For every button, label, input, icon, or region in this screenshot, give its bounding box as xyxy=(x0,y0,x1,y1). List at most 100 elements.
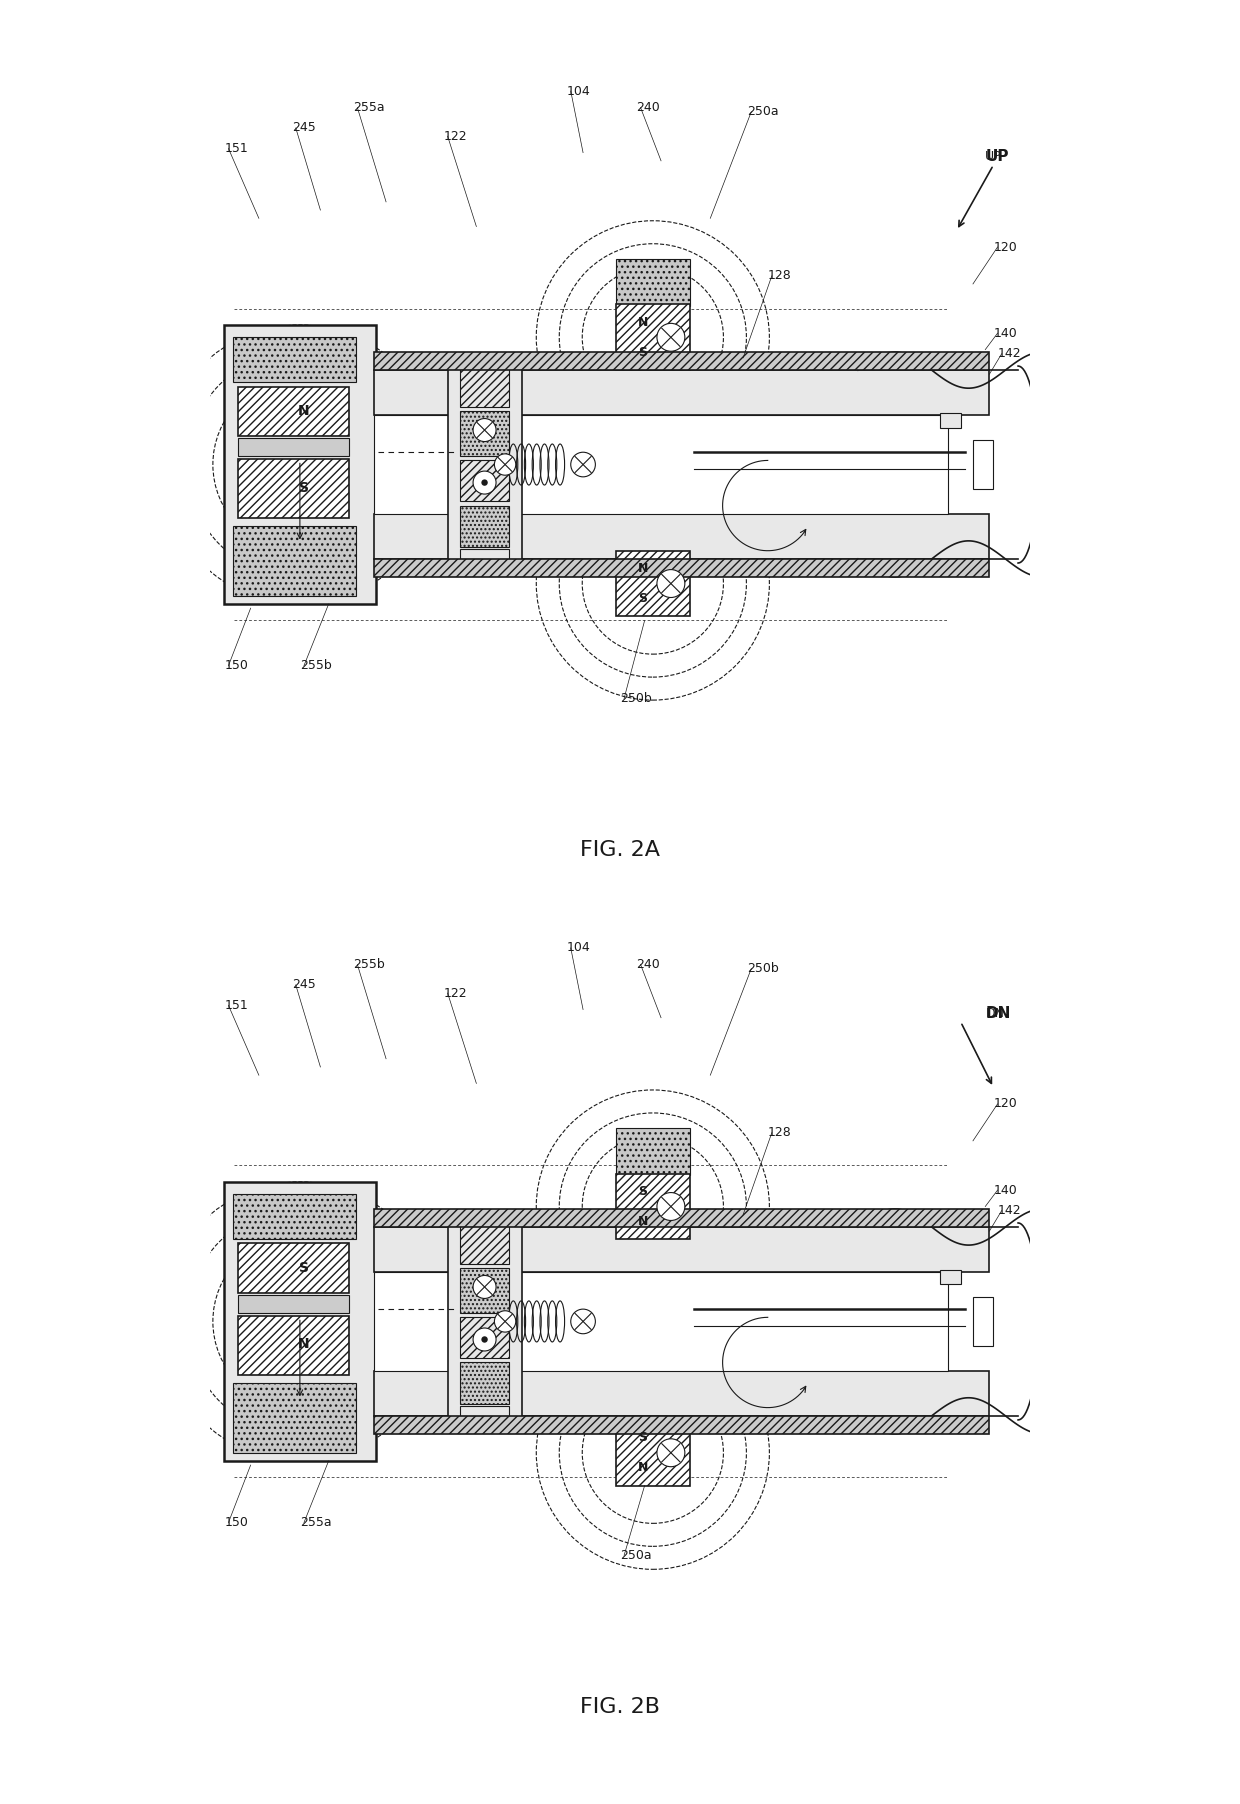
Bar xyxy=(238,438,350,456)
Text: 250a: 250a xyxy=(748,105,779,117)
Text: N: N xyxy=(298,1337,310,1351)
Circle shape xyxy=(495,455,516,474)
Text: N: N xyxy=(637,1461,649,1474)
Bar xyxy=(460,505,510,547)
Bar xyxy=(940,1270,961,1284)
Text: 142: 142 xyxy=(997,346,1022,361)
Circle shape xyxy=(657,1440,684,1467)
Text: 120: 120 xyxy=(993,240,1017,254)
Circle shape xyxy=(474,419,496,442)
Bar xyxy=(233,1194,356,1239)
Text: DN: DN xyxy=(986,1007,1011,1021)
Text: UP: UP xyxy=(986,150,1002,162)
Bar xyxy=(940,413,961,428)
Bar xyxy=(460,460,510,502)
Text: S: S xyxy=(639,346,647,359)
Bar xyxy=(973,1297,993,1346)
Text: 245: 245 xyxy=(291,121,315,135)
Text: 150: 150 xyxy=(224,1515,248,1530)
Text: 240: 240 xyxy=(636,101,660,114)
Bar xyxy=(373,1371,990,1416)
Bar xyxy=(448,1214,522,1420)
Text: 250b: 250b xyxy=(748,962,779,974)
Text: 104: 104 xyxy=(567,85,590,97)
Text: FIG. 2A: FIG. 2A xyxy=(580,841,660,861)
Bar xyxy=(616,258,689,307)
Bar xyxy=(460,1362,510,1404)
Bar xyxy=(616,305,689,370)
Bar xyxy=(238,1295,350,1313)
Circle shape xyxy=(495,1312,516,1331)
Text: S: S xyxy=(299,480,309,494)
Bar xyxy=(460,548,510,559)
Bar xyxy=(448,357,522,563)
Text: N: N xyxy=(637,563,649,575)
Text: 140: 140 xyxy=(993,327,1017,339)
Text: DN: DN xyxy=(986,1007,1004,1019)
Bar xyxy=(460,1405,510,1416)
Bar xyxy=(460,1317,510,1358)
Text: 255b: 255b xyxy=(353,958,384,971)
Circle shape xyxy=(657,570,684,597)
Bar xyxy=(238,1315,350,1375)
Circle shape xyxy=(481,1337,487,1342)
Text: N: N xyxy=(298,404,310,419)
Text: UP: UP xyxy=(986,150,1009,164)
Text: 120: 120 xyxy=(993,1097,1017,1111)
Bar xyxy=(460,1221,510,1265)
Circle shape xyxy=(570,1310,595,1333)
Bar xyxy=(616,1420,689,1485)
Text: 122: 122 xyxy=(444,130,467,143)
Text: 255b: 255b xyxy=(300,658,331,673)
Bar xyxy=(373,1227,990,1272)
Bar xyxy=(373,1209,990,1227)
Circle shape xyxy=(570,453,595,476)
Bar xyxy=(373,1416,990,1434)
Bar xyxy=(460,1268,510,1313)
Text: S: S xyxy=(639,592,647,604)
Bar xyxy=(460,364,510,408)
Circle shape xyxy=(657,323,684,352)
Text: 255a: 255a xyxy=(353,101,384,114)
Bar xyxy=(616,1174,689,1239)
Bar xyxy=(238,458,350,518)
Bar xyxy=(373,370,990,415)
Text: 245: 245 xyxy=(291,978,315,992)
Bar xyxy=(460,411,510,456)
Bar xyxy=(373,415,949,514)
Bar xyxy=(233,527,356,595)
Text: 140: 140 xyxy=(993,1183,1017,1196)
Bar xyxy=(373,514,990,559)
Bar xyxy=(238,1243,350,1293)
Text: S: S xyxy=(299,1261,309,1275)
Circle shape xyxy=(474,471,496,494)
Bar xyxy=(233,1384,356,1452)
Text: N: N xyxy=(637,1214,649,1229)
Text: 250b: 250b xyxy=(620,693,652,705)
Bar xyxy=(224,1182,376,1461)
Text: 240: 240 xyxy=(636,958,660,971)
Bar xyxy=(616,1128,689,1176)
Circle shape xyxy=(481,480,487,485)
Text: 151: 151 xyxy=(224,143,248,155)
Text: 151: 151 xyxy=(224,999,248,1012)
Bar xyxy=(238,386,350,437)
Text: 128: 128 xyxy=(768,1126,791,1138)
Text: 122: 122 xyxy=(444,987,467,999)
Bar xyxy=(616,550,689,617)
Text: S: S xyxy=(639,1432,647,1445)
Text: 128: 128 xyxy=(768,269,791,281)
Text: 142: 142 xyxy=(997,1203,1022,1218)
Bar xyxy=(224,325,376,604)
Text: FIG. 2B: FIG. 2B xyxy=(580,1698,660,1717)
Text: 255a: 255a xyxy=(300,1515,331,1530)
Bar xyxy=(373,559,990,577)
Text: S: S xyxy=(639,1185,647,1198)
Text: 250a: 250a xyxy=(620,1550,652,1562)
Circle shape xyxy=(657,1192,684,1221)
Bar xyxy=(233,337,356,382)
Circle shape xyxy=(474,1328,496,1351)
Bar xyxy=(973,440,993,489)
Bar xyxy=(373,1272,949,1371)
Text: 150: 150 xyxy=(224,658,248,673)
